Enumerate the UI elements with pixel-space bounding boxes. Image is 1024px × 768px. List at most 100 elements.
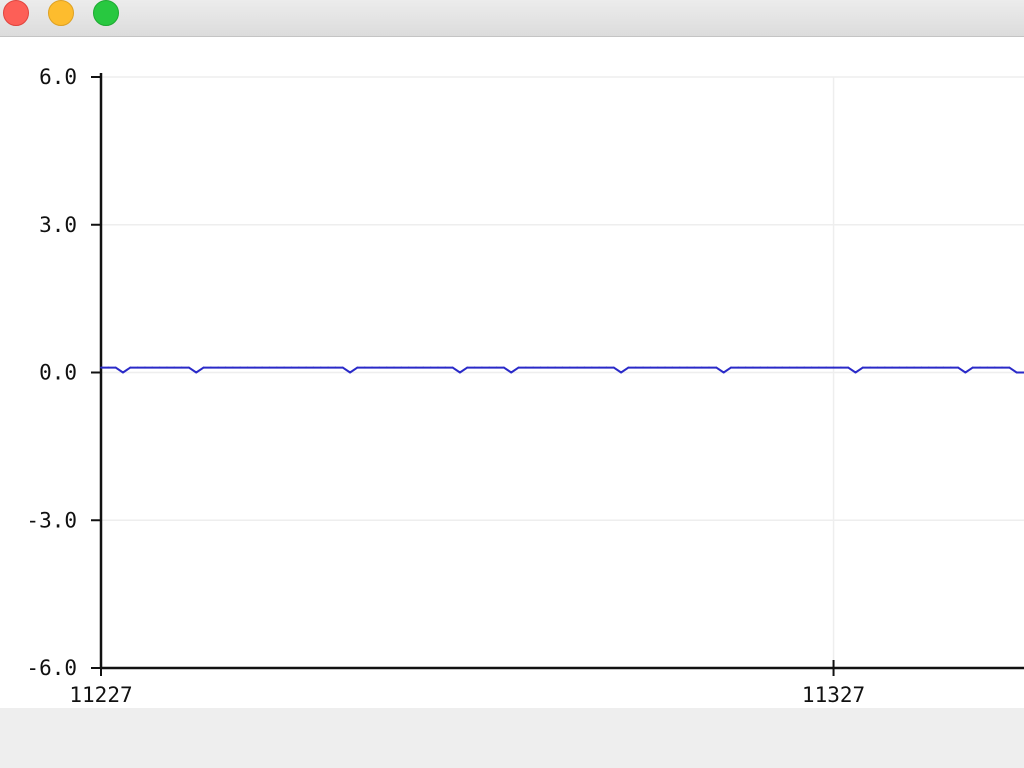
data-point [891, 366, 894, 369]
data-point [1015, 371, 1018, 374]
y-tick-label: -3.0 [26, 508, 77, 532]
data-point [488, 366, 491, 369]
data-point [385, 366, 388, 369]
data-point [554, 366, 557, 369]
data-point [510, 371, 513, 374]
data-point [188, 366, 190, 369]
series-group [100, 366, 1024, 374]
data-point [979, 366, 981, 369]
data-point [766, 366, 769, 369]
data-point [752, 366, 754, 369]
data-point [869, 366, 872, 369]
data-point [803, 366, 806, 369]
y-tick-label: 0.0 [39, 361, 77, 385]
x-tick-label: 11227 [69, 683, 132, 707]
data-point [781, 366, 784, 369]
data-point [305, 366, 308, 369]
y-axis-ticks: 6.0 3.0 0.0 -3.0 -6.0 [26, 65, 101, 680]
data-point [817, 366, 820, 369]
zoom-icon[interactable] [93, 0, 119, 26]
data-point [517, 366, 520, 369]
data-point [224, 366, 227, 369]
data-point [231, 366, 234, 369]
data-point [393, 366, 395, 369]
data-point [686, 366, 688, 369]
data-point [253, 366, 256, 369]
data-point [261, 366, 264, 369]
data-point [407, 366, 410, 369]
data-point [524, 366, 527, 369]
data-point [708, 366, 710, 369]
data-point [268, 366, 271, 369]
plot-area: 6.0 3.0 0.0 -3.0 -6.0 11227 11327 [0, 37, 1024, 708]
data-point [481, 366, 483, 369]
data-point [180, 366, 183, 369]
data-point [598, 366, 601, 369]
data-point [334, 366, 337, 369]
data-point [239, 366, 242, 369]
data-point [986, 366, 989, 369]
data-point [275, 366, 278, 369]
y-tick-label: 6.0 [39, 65, 77, 89]
data-point [649, 366, 652, 369]
footer-bar [0, 708, 1024, 768]
minimize-icon[interactable] [48, 0, 74, 26]
data-point [400, 366, 403, 369]
data-point [144, 366, 146, 369]
data-point [949, 366, 952, 369]
data-point [539, 366, 542, 369]
data-point [451, 366, 454, 369]
data-point [964, 371, 967, 374]
data-point [898, 366, 901, 369]
close-icon[interactable] [3, 0, 29, 26]
window-titlebar [0, 0, 1024, 37]
data-point [774, 366, 776, 369]
data-point [854, 371, 857, 374]
data-point [503, 366, 505, 369]
y-tick-label: 3.0 [39, 213, 77, 237]
data-point [722, 371, 725, 374]
data-point [136, 366, 139, 369]
data-point [883, 366, 886, 369]
data-point [671, 366, 674, 369]
x-tick-label: 11327 [802, 683, 865, 707]
data-point [363, 366, 366, 369]
data-point [290, 366, 293, 369]
data-point [444, 366, 447, 369]
data-point [825, 366, 828, 369]
data-point [576, 366, 579, 369]
data-point [107, 366, 110, 369]
data-point [612, 366, 615, 369]
data-point [583, 366, 586, 369]
data-point [605, 366, 608, 369]
data-point [744, 366, 747, 369]
data-point [341, 366, 344, 369]
data-point [839, 366, 842, 369]
data-point [429, 366, 432, 369]
data-point [993, 366, 996, 369]
data-point [905, 366, 908, 369]
data-point [459, 371, 461, 374]
data-point [876, 366, 879, 369]
data-point [283, 366, 286, 369]
data-point [590, 366, 593, 369]
data-point [861, 366, 864, 369]
x-axis-ticks: 11227 11327 [69, 660, 865, 707]
data-point [371, 366, 373, 369]
data-point [957, 366, 959, 369]
data-point [532, 366, 535, 369]
data-point [312, 366, 315, 369]
data-point [935, 366, 937, 369]
y-tick-label: -6.0 [26, 656, 77, 680]
data-point [437, 366, 439, 369]
data-point [730, 366, 732, 369]
data-point [678, 366, 681, 369]
data-point [195, 371, 198, 374]
data-point [913, 366, 916, 369]
data-point [217, 366, 220, 369]
data-point [319, 366, 322, 369]
data-point [114, 366, 117, 369]
data-point [1001, 366, 1003, 369]
data-point [173, 366, 176, 369]
data-point [847, 366, 850, 369]
